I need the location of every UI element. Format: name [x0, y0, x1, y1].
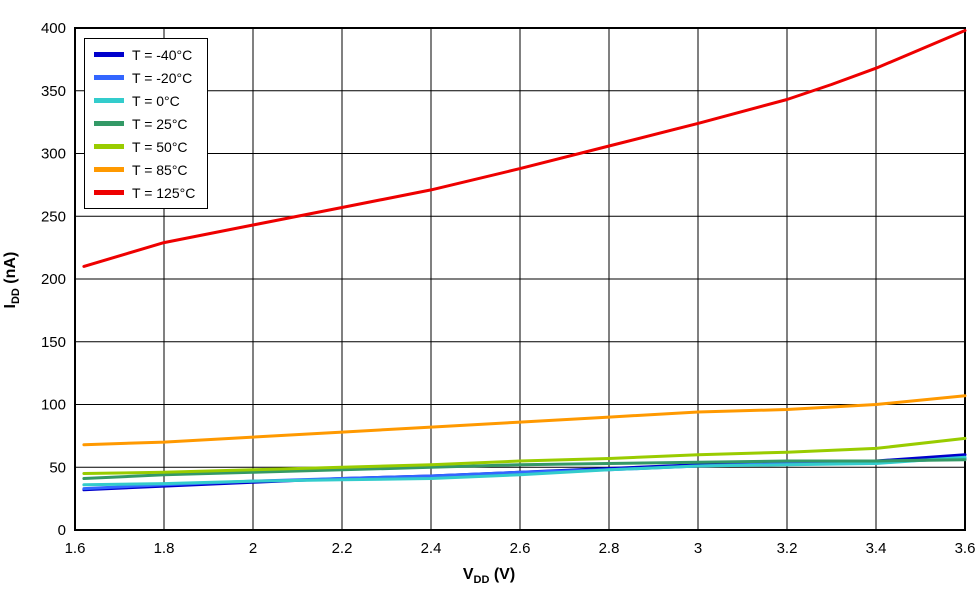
- legend-item: T = 125°C: [94, 183, 195, 202]
- y-tick-label: 250: [41, 208, 66, 225]
- x-axis-label: VDD (V): [0, 566, 978, 586]
- series-line-6: [82, 29, 967, 268]
- series-line-2: [82, 455, 967, 487]
- legend-label: T = 125°C: [132, 184, 196, 201]
- x-tick-label: 3: [694, 540, 702, 557]
- x-axis-label-unit: (V): [489, 566, 516, 583]
- legend-item: T = 50°C: [94, 137, 195, 156]
- plot-frame: [74, 27, 966, 531]
- legend-label: T = 0°C: [132, 92, 180, 109]
- y-tick-label: 300: [41, 146, 66, 163]
- y-tick-label: 150: [41, 334, 66, 351]
- legend-label: T = 25°C: [132, 115, 188, 132]
- legend: T = -40°C T = -20°C T = 0°C T = 25°C T = 50°…: [84, 38, 209, 209]
- legend-item: T = -20°C: [94, 68, 195, 87]
- legend-label: T = 85°C: [132, 161, 188, 178]
- x-tick-label: 3.6: [955, 540, 976, 557]
- y-tick-label: 200: [41, 271, 66, 288]
- legend-item: T = 85°C: [94, 160, 195, 179]
- legend-label: T = -20°C: [132, 69, 193, 86]
- y-axis-label-unit: (nA): [1, 251, 19, 289]
- legend-swatch-icon: [94, 75, 124, 80]
- y-tick-label: 0: [58, 522, 66, 539]
- x-axis-label-symbol: V: [462, 566, 474, 583]
- x-tick-label: 2.2: [332, 540, 353, 557]
- legend-item: T = 25°C: [94, 114, 195, 133]
- legend-item: T = 0°C: [94, 91, 195, 110]
- series-line-3: [82, 458, 967, 480]
- x-tick-label: 1.8: [154, 540, 175, 557]
- x-axis-label-subscript: DD: [473, 574, 490, 587]
- x-tick-label: 2.6: [510, 540, 531, 557]
- x-tick-label: 2: [249, 540, 257, 557]
- series-line-5: [82, 394, 967, 447]
- legend-label: T = 50°C: [132, 138, 188, 155]
- x-tick-label: 1.6: [65, 540, 86, 557]
- y-tick-label: 400: [41, 20, 66, 37]
- y-axis-label-subscript: DD: [10, 288, 23, 305]
- legend-swatch-icon: [94, 190, 124, 195]
- x-tick-label: 2.4: [421, 540, 442, 557]
- y-tick-label: 50: [49, 459, 66, 476]
- legend-label: T = -40°C: [132, 46, 193, 63]
- legend-swatch-icon: [94, 167, 124, 172]
- x-tick-label: 3.4: [866, 540, 887, 557]
- x-tick-label: 3.2: [777, 540, 798, 557]
- legend-swatch-icon: [94, 144, 124, 149]
- y-axis-label-symbol: I: [1, 304, 19, 309]
- series-line-4: [82, 436, 967, 475]
- y-tick-label: 350: [41, 83, 66, 100]
- legend-swatch-icon: [94, 52, 124, 57]
- x-tick-label: 2.8: [599, 540, 620, 557]
- legend-swatch-icon: [94, 121, 124, 126]
- y-axis-label: IDD (nA): [2, 150, 22, 410]
- legend-item: T = -40°C: [94, 45, 195, 64]
- legend-swatch-icon: [94, 98, 124, 103]
- y-tick-label: 100: [41, 397, 66, 414]
